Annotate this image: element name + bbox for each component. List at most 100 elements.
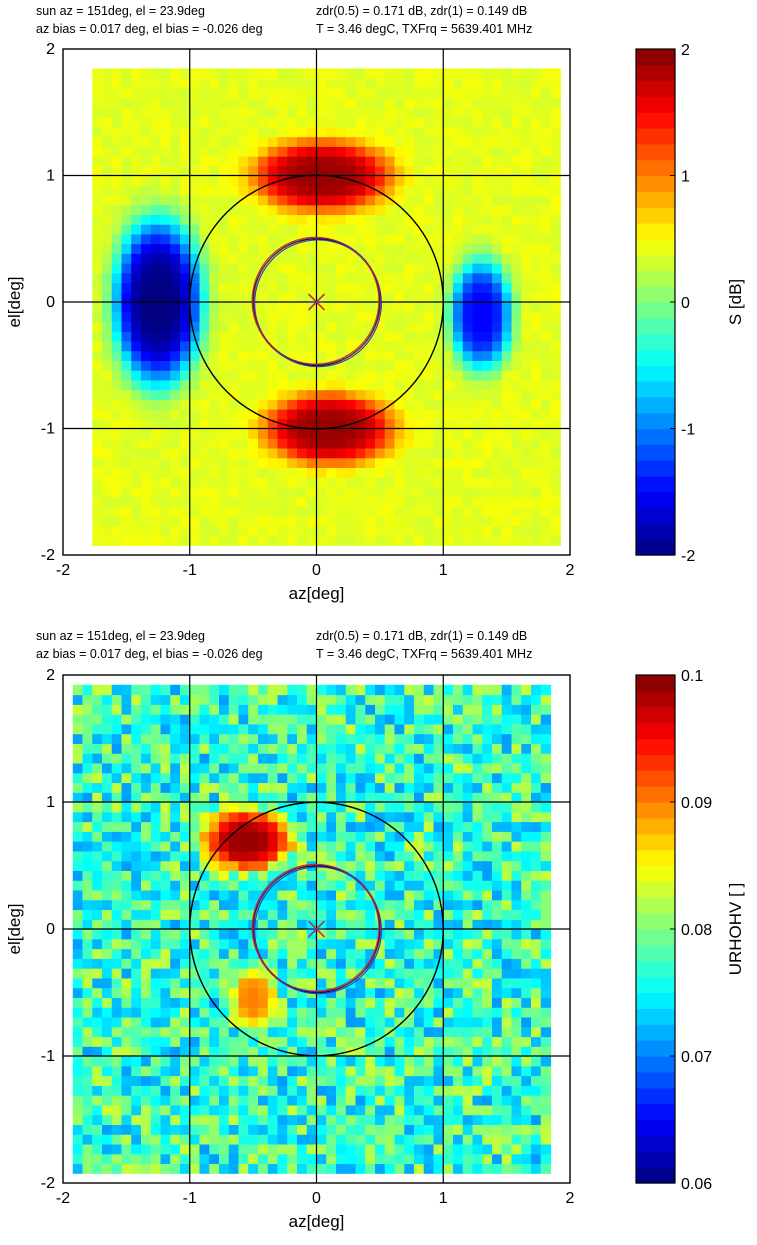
heat-cell (297, 389, 308, 400)
heat-cell (131, 723, 142, 735)
heat-cell (375, 1065, 386, 1077)
heat-cell (423, 535, 435, 546)
heat-cell (462, 525, 474, 537)
heat-cell (443, 447, 454, 459)
heat-cell (482, 1104, 493, 1116)
heat-cell (141, 792, 152, 803)
heat-cell (511, 409, 522, 420)
heat-cell (511, 1007, 522, 1018)
heat-cell (160, 987, 171, 998)
heat-cell (238, 1085, 249, 1096)
heat-cell (248, 694, 259, 705)
heat-cell (160, 340, 171, 352)
heat-cell (462, 185, 474, 196)
heat-cell (423, 457, 435, 469)
colorbar-band (636, 238, 675, 256)
heat-cell (492, 919, 503, 930)
heat-cell (326, 243, 337, 254)
heat-cell (501, 1065, 513, 1077)
heat-cell (453, 743, 464, 754)
heat-cell (111, 486, 123, 498)
heat-cell (482, 723, 493, 735)
heat-cell (170, 1163, 181, 1174)
heat-cell (131, 772, 142, 784)
heat-cell (531, 175, 542, 186)
heat-cell (238, 968, 249, 979)
heat-cell (355, 126, 366, 138)
heat-cell (258, 165, 269, 177)
heat-cell (111, 272, 123, 284)
heat-cell (199, 185, 210, 196)
heat-cell (316, 1075, 327, 1086)
heat-cell (111, 136, 123, 147)
heat-cell (492, 360, 503, 371)
heat-cell (511, 831, 522, 842)
heat-cell (394, 457, 405, 469)
heat-cell (121, 860, 132, 871)
heat-cell (345, 438, 357, 449)
heat-cell (423, 447, 435, 459)
heat-cell (160, 117, 171, 128)
heat-cell (228, 987, 240, 998)
heat-cell (141, 156, 152, 167)
outer-ring (189, 801, 444, 1057)
heat-cell (160, 762, 171, 774)
heat-cell (550, 243, 561, 254)
heat-cell (267, 811, 279, 823)
heat-cell (472, 821, 483, 832)
heat-cell (228, 821, 240, 832)
heat-cell (501, 126, 513, 138)
heat-cell (238, 185, 249, 196)
heat-cell (267, 743, 279, 754)
heat-cell (404, 948, 415, 959)
heat-cell (472, 841, 483, 852)
heat-cell (550, 370, 561, 381)
heat-cell (170, 1046, 181, 1057)
heat-cell (180, 457, 191, 469)
heat-cell (160, 233, 171, 245)
heat-cell (111, 1085, 123, 1096)
heat-cell (501, 919, 513, 930)
heat-cell (384, 175, 396, 186)
heat-cell (355, 428, 366, 439)
colorbar-tick-label: 0.07 (681, 1049, 712, 1066)
heat-cell (219, 714, 230, 725)
heat-cell (121, 194, 132, 206)
heat-cell (92, 1065, 103, 1077)
heat-cell (111, 938, 123, 950)
heat-cell (219, 987, 230, 998)
heat-cell (209, 272, 220, 284)
heat-cell (316, 880, 327, 891)
heat-cell (540, 723, 552, 735)
heat-cell (277, 379, 288, 391)
heat-cell (228, 350, 240, 361)
heat-cell (228, 694, 240, 705)
heat-cell (394, 977, 405, 989)
heat-cell (443, 438, 454, 449)
heat-cell (462, 811, 474, 823)
heat-cell (141, 409, 152, 420)
heat-cell (394, 938, 405, 950)
heat-cell (287, 321, 298, 332)
heat-cell (443, 831, 454, 842)
heat-cell (375, 253, 386, 264)
heat-cell (472, 997, 483, 1008)
heat-cell (219, 486, 230, 498)
heat-cell (121, 762, 132, 774)
heat-cell (521, 486, 532, 498)
heat-cell (423, 694, 435, 705)
heat-cell (453, 1056, 464, 1067)
heat-cell (267, 233, 279, 245)
heat-cell (277, 87, 288, 99)
heat-cell (384, 1163, 396, 1174)
heat-cell (336, 175, 347, 186)
heat-cell (111, 418, 123, 430)
heat-cell (72, 1056, 84, 1067)
heat-cell (92, 792, 103, 803)
heat-cell (131, 136, 142, 147)
heat-cell (267, 204, 279, 216)
heat-cell (501, 987, 513, 998)
heat-cell (336, 929, 347, 940)
heat-cell (228, 78, 240, 89)
heat-cell (326, 506, 337, 517)
